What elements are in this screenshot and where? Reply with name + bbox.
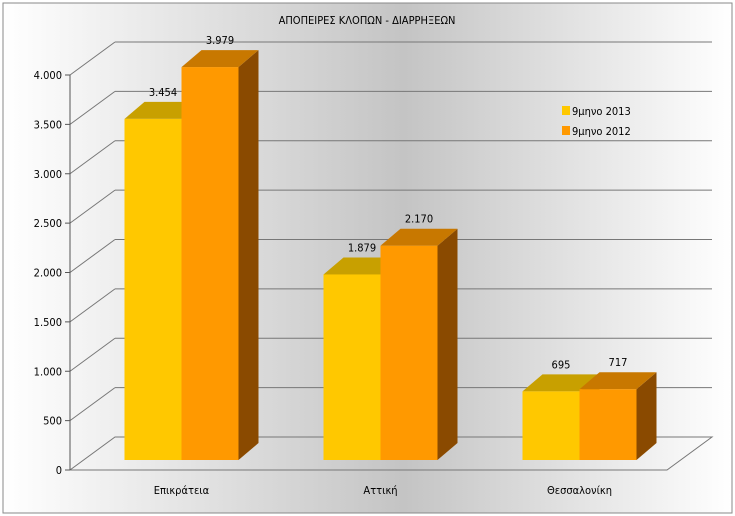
gridline-diagonal bbox=[69, 239, 116, 273]
bar bbox=[522, 391, 580, 460]
data-label: 2.170 bbox=[405, 213, 433, 226]
bar-side bbox=[636, 372, 657, 460]
y-tick-label: 1.500 bbox=[34, 316, 62, 329]
data-label: 3.979 bbox=[206, 34, 234, 47]
y-tick-label: 500 bbox=[43, 415, 62, 428]
legend-label: 9μηνο 2012 bbox=[572, 125, 631, 138]
data-label: 3.454 bbox=[149, 86, 177, 99]
legend-swatch bbox=[562, 126, 570, 135]
data-label: 717 bbox=[609, 356, 628, 369]
bar-side bbox=[238, 50, 259, 460]
gridline-diagonal bbox=[69, 288, 116, 323]
bar bbox=[579, 389, 637, 460]
y-tick-label: 2.000 bbox=[34, 267, 62, 280]
y-tick-label: 3.000 bbox=[34, 168, 62, 181]
bar bbox=[380, 245, 438, 460]
bar bbox=[323, 274, 381, 460]
bar-top bbox=[380, 228, 458, 246]
bar-top bbox=[579, 372, 657, 390]
y-tick-label: 0 bbox=[56, 464, 62, 477]
bar bbox=[124, 118, 182, 460]
chart-title: ΑΠΟΠΕΙΡΕΣ ΚΛΟΠΩΝ - ΔΙΑΡΡΗΞΕΩΝ bbox=[279, 14, 456, 27]
data-label: 1.879 bbox=[348, 241, 376, 254]
y-tick-label: 3.500 bbox=[34, 118, 62, 131]
gridline-diagonal bbox=[69, 337, 116, 372]
legend-label: 9μηνο 2013 bbox=[572, 105, 631, 118]
bar-side bbox=[437, 228, 458, 460]
gridline-diagonal bbox=[69, 387, 116, 422]
floor bbox=[68, 436, 714, 471]
gridline-diagonal bbox=[69, 41, 116, 76]
bar-top bbox=[522, 374, 600, 392]
y-tick-label: 1.000 bbox=[34, 365, 62, 378]
bar bbox=[181, 67, 239, 460]
x-tick-label: Επικράτεια bbox=[154, 484, 210, 497]
y-tick-label: 2.500 bbox=[34, 217, 62, 230]
legend-swatch bbox=[562, 106, 570, 115]
gridline-diagonal bbox=[69, 140, 116, 175]
y-tick-label: 4.000 bbox=[34, 69, 62, 82]
gridline-diagonal bbox=[69, 90, 116, 125]
data-label: 695 bbox=[552, 358, 571, 371]
x-tick-label: Θεσσαλονίκη bbox=[547, 484, 612, 497]
bar-top bbox=[181, 50, 259, 68]
x-tick-label: Αττική bbox=[363, 484, 397, 497]
gridline-diagonal bbox=[69, 189, 116, 224]
